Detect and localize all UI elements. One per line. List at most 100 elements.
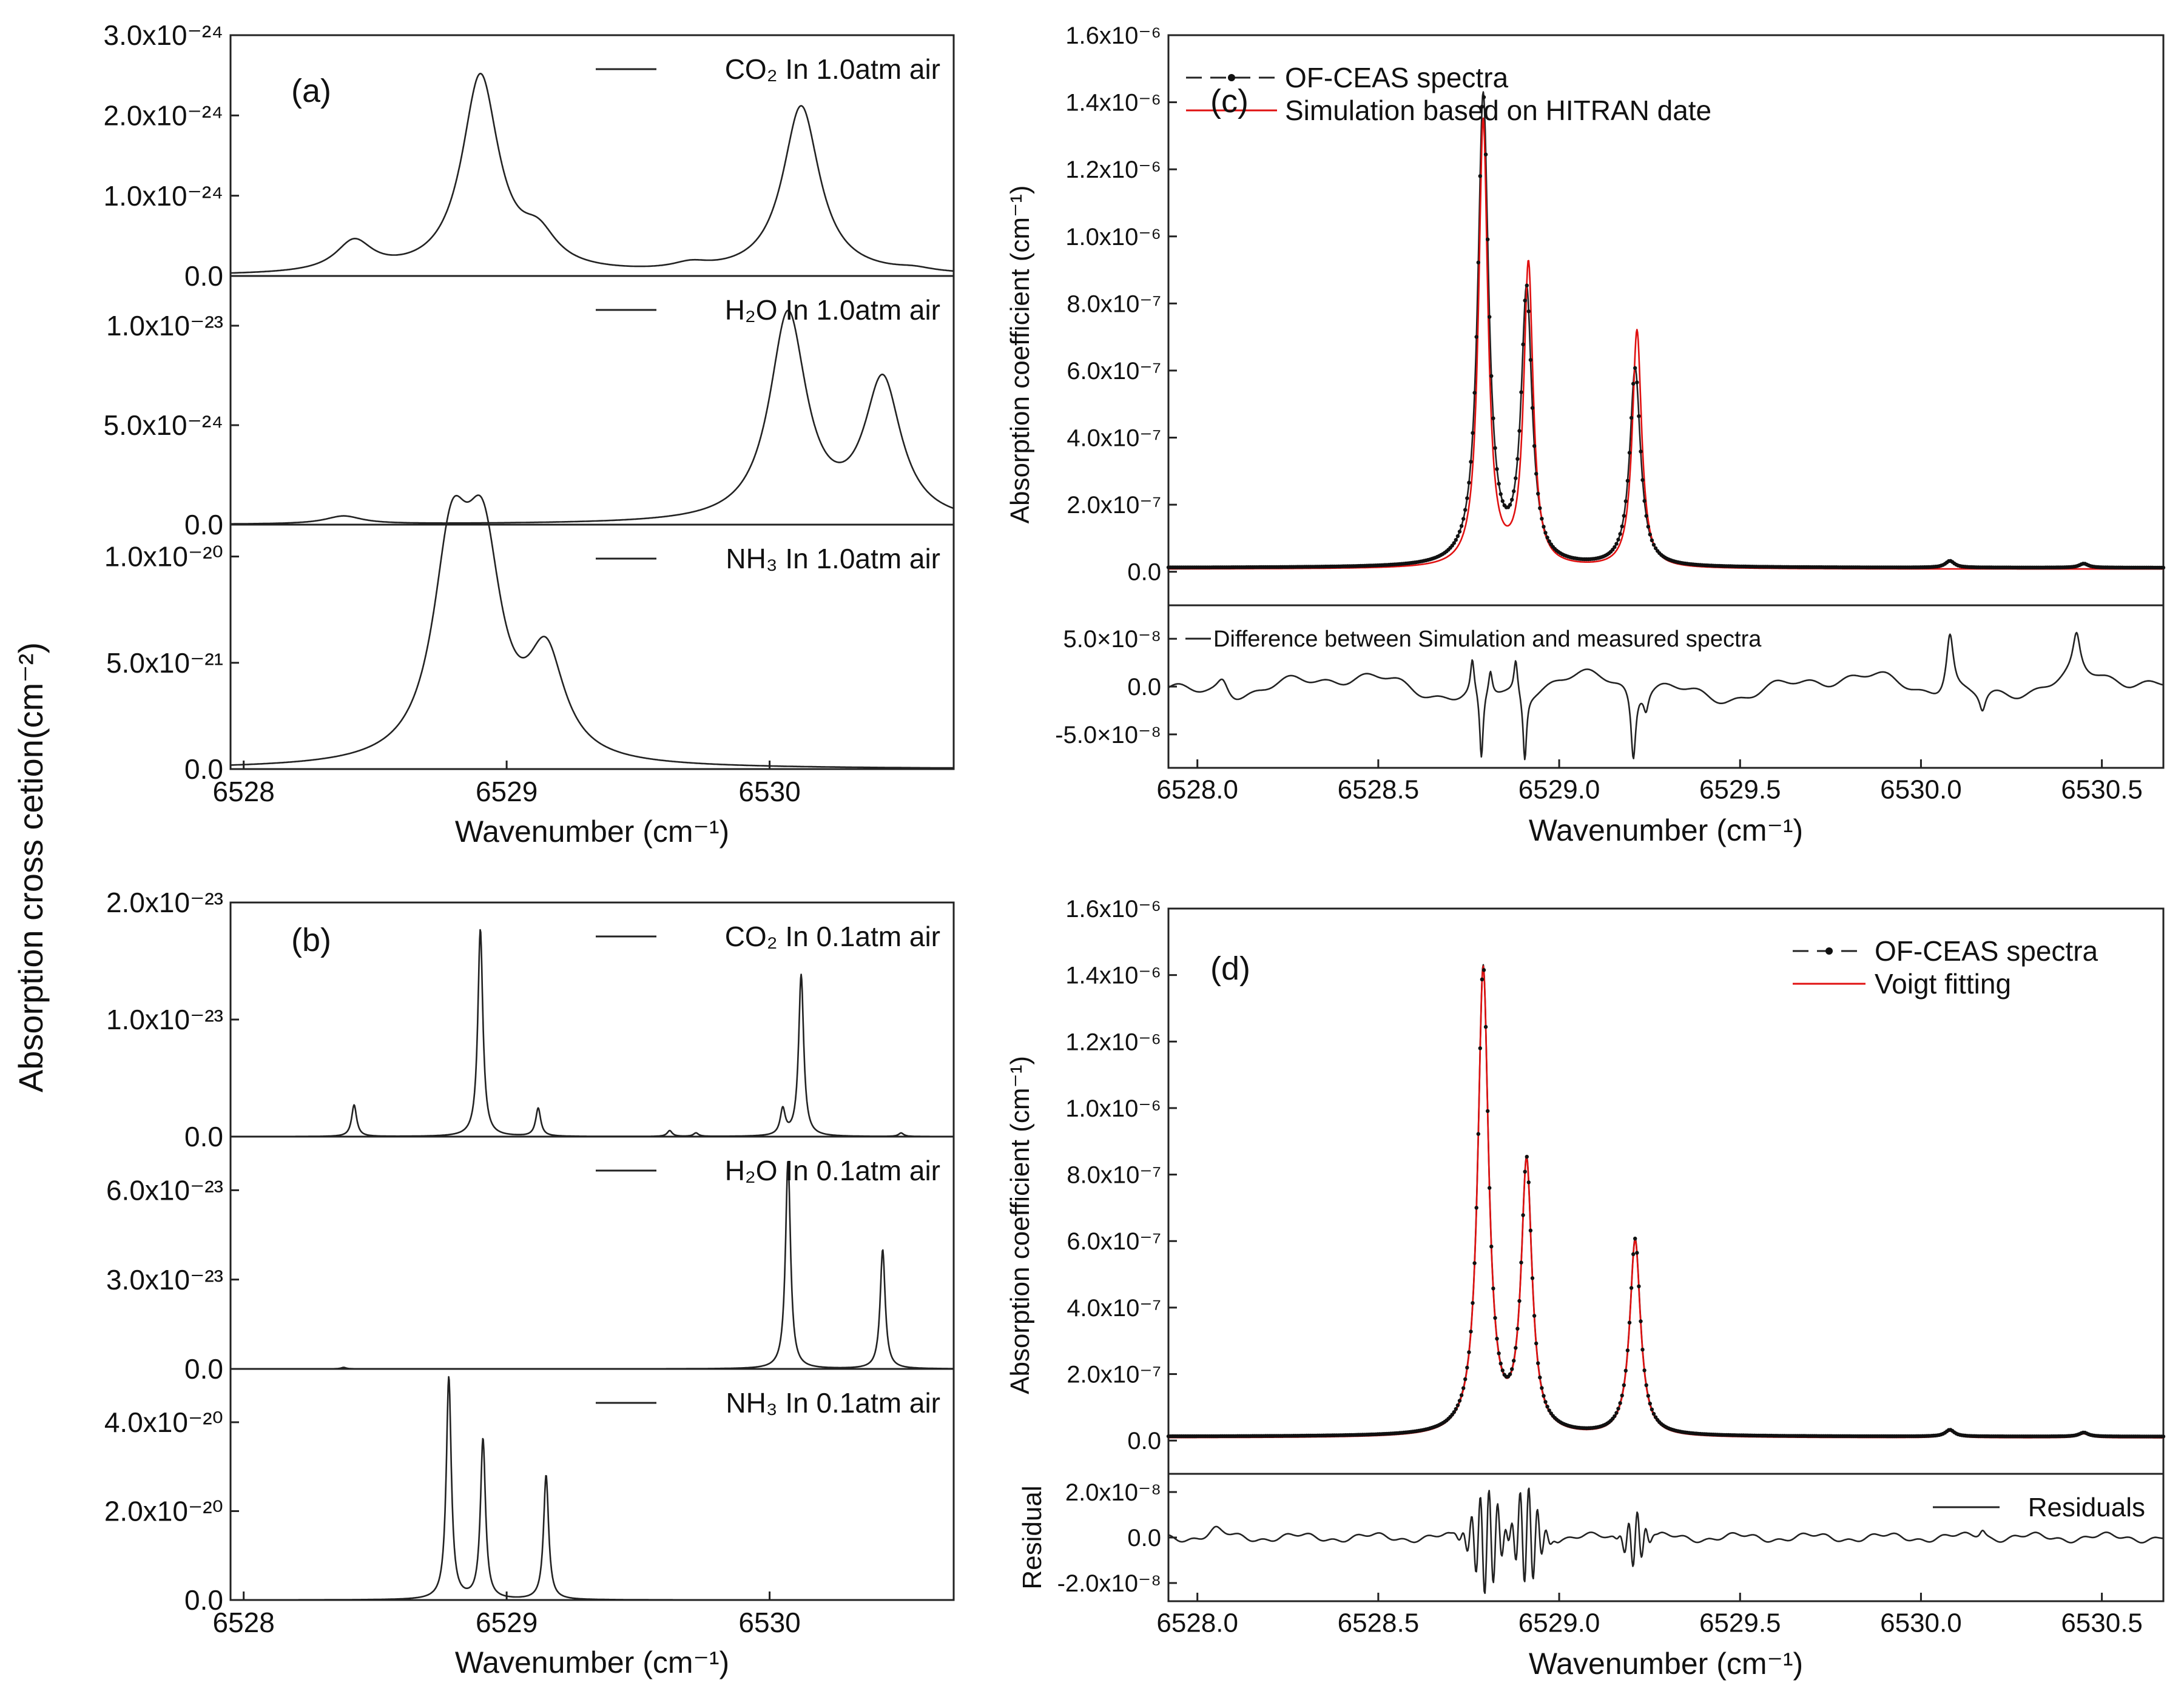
panel-d-measured-point [1476,1132,1480,1136]
panel-c-measured-point [1525,283,1529,287]
panel-d-measured-point [1650,1407,1654,1411]
panel-c-measured-point [1648,533,1652,537]
panel-c-main-ytick-label: 8.0x10⁻⁷ [1067,291,1161,317]
panel-c-measured-point [1530,406,1535,410]
panel-d-main-ytick-label: 1.0x10⁻⁶ [1065,1095,1161,1122]
panel-d-measured-point [1500,1368,1505,1373]
panel-c-measured-point [1542,525,1546,529]
panel-d-measured-point [1517,1299,1522,1303]
panel-c-measured-point [1631,381,1636,386]
panel-d-residual-trace [1168,1487,2164,1595]
panel-b-nh3-ytick-label: 0.0 [184,1584,223,1616]
panel-d-measured-point [1622,1383,1626,1387]
panel-b-xlabel: Wavenumber (cm⁻¹) [455,1645,729,1679]
panel-c-measured-point [1478,174,1482,178]
panel-c-xlabel: Wavenumber (cm⁻¹) [1529,813,1803,847]
panel-d-measured-point [1614,1411,1619,1415]
panel-d-measured-point [1613,1414,1617,1419]
panel-c-xtick-label: 6530.5 [2061,775,2143,805]
panel-c-measured-point [1637,414,1641,418]
panel-c-measured-point [1495,467,1499,471]
panel-d-main-ytick-label: 6.0x10⁻⁷ [1067,1228,1161,1255]
shared-y-axis-label: Absorption cross cetion(cm⁻²) [12,642,50,1092]
panel-c-measured-point [1640,478,1645,482]
panel-c-measured-point [1629,415,1634,420]
panel-c-measured-point [1455,534,1460,539]
panel-a-co2-ytick-label: 1.0x10⁻²⁴ [104,180,223,212]
panel-d-measured-point [1519,1260,1523,1265]
panel-b-xtick-label: 6529 [476,1607,538,1638]
panel-d-measured-point [1459,1393,1464,1397]
panel-c-main-ytick-label: 4.0x10⁻⁷ [1067,425,1161,452]
panel-c-measured-point [1461,517,1466,521]
panel-d-main-ytick-label: 2.0x10⁻⁷ [1067,1362,1161,1388]
panel-a-nh3-frame [229,523,955,770]
panel-d-measured-point [1623,1368,1628,1373]
panel-c-measured-point [1480,104,1485,109]
panel-d-legend-fit-text: Voigt fitting [1875,968,2011,1000]
panel-d-measured-point [1461,1386,1466,1390]
panel-c-measured-point [1627,451,1632,455]
panel-c-measured-point [1471,431,1475,435]
panel-c-measured-point [1526,309,1531,314]
panel-a-nh3-trace [230,494,954,769]
panel-c-measured-point [1515,457,1520,461]
panel-d-measured-point [1455,1403,1460,1408]
panel-d-measured-point [1454,1407,1458,1411]
panel-d-measured-point [1452,1410,1456,1414]
panel-d-measured-point [1545,1405,1549,1409]
panel-c-measured-point [1536,491,1540,496]
panel-c-xtick-label: 6529.0 [1518,775,1600,805]
panel-c-xtick-label: 6528.0 [1156,775,1238,805]
panel-d-xtick-label: 6529.0 [1518,1608,1600,1638]
panel-c-measured-point [1614,542,1619,546]
panel-a-nh3-ytick-label: 1.0x10⁻²⁰ [104,541,223,573]
panel-c-measured-point [1476,260,1480,264]
panel-a-h2o-trace [230,309,954,525]
panel-c-measured-point [1646,525,1650,529]
panel-d-legend-measured-text: OF-CEAS spectra [1875,935,2098,967]
panel-d-measured-point [1523,1169,1527,1174]
panel-d-measured-point [1547,1408,1551,1413]
panel-d-measured-point [1536,1361,1540,1365]
panel-c-legend-fit-text: Simulation based on HITRAN date [1285,95,1711,126]
panel-c-measured-point [1545,536,1549,540]
panel-c-residual-ytick-label: 5.0×10⁻⁸ [1063,626,1161,653]
panel-c-measured-point [1467,480,1471,485]
panel-a-nh3-ytick-label: 5.0x10⁻²¹ [106,647,223,679]
panel-c-measured-point [1639,449,1643,454]
panel-d-measured-point [1635,1251,1639,1255]
panel-c-measured-point [1540,517,1544,521]
panel-d-measured-point [1463,1377,1468,1382]
panel-c-measured-point [1521,342,1525,346]
panel-d-measured-point [1640,1348,1645,1352]
panel-c-measured-point [1633,366,1637,370]
panel-b-xtick-label: 6528 [213,1607,275,1638]
panel-b: 2.0x10⁻²³ 1.0x10⁻²³ 0.0 CO₂ In 0.1atm air 6.… [104,887,955,1679]
panel-a-h2o-ytick-label: 1.0x10⁻²³ [106,310,223,341]
panel-c-measured-point [1642,499,1646,503]
panel-d-measured-point [1521,1213,1525,1217]
panel-c-main-ytick-label: 6.0x10⁻⁷ [1067,358,1161,385]
panel-c-legend-measured-text: OF-CEAS spectra [1285,62,1509,93]
panel-a-xtick-label: 6530 [738,776,800,807]
panel-c-measured-point [1508,503,1512,507]
panel-d-label: (d) [1210,950,1250,987]
panel-d-measured-point [1648,1402,1652,1406]
panel-d-residual-ytick-label: 2.0x10⁻⁸ [1065,1479,1161,1506]
panel-d-residual-ylabel: Residual [1017,1485,1047,1589]
panel-c-xtick-label: 6528.5 [1338,775,1420,805]
panel-d-measured-point [1530,1276,1535,1280]
panel-d-measured-point [1495,1337,1499,1341]
panel-d-measured-point [1525,1155,1529,1159]
panel-a-co2-ytick-label: 0.0 [184,260,223,292]
panel-c-measured-point [1457,529,1462,534]
panel-d-measured-point [1629,1286,1634,1290]
panel-d-measured-point [1488,1186,1492,1190]
panel-d-xtick-label: 6529.5 [1699,1608,1781,1638]
panel-c-measured-point [1532,444,1537,448]
panel-d-measured-point [1642,1368,1646,1373]
panel-d-main-ytick-label: 1.6x10⁻⁶ [1065,896,1161,923]
panel-c-measured-point [1528,358,1533,362]
panel-d-measured-point [1515,1326,1520,1331]
